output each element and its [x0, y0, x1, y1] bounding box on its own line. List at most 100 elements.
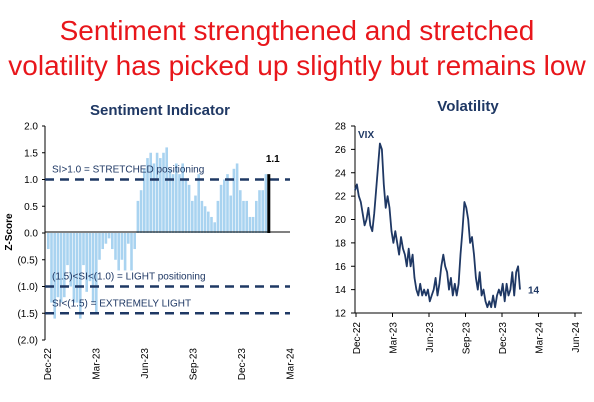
- volatility-y-tick-label: 26: [335, 145, 347, 156]
- volatility-x-tick-label: Dec-23: [498, 322, 509, 355]
- sentiment-bar: [197, 174, 200, 233]
- volatility-y-tick-label: 16: [335, 262, 347, 273]
- volatility-y-tick-label: 22: [335, 192, 347, 203]
- sentiment-bar: [75, 233, 79, 303]
- volatility-y-tick-label: 12: [335, 309, 347, 320]
- sentiment-bar: [136, 200, 140, 233]
- sentiment-bar: [181, 163, 184, 233]
- sentiment-bar: [104, 233, 108, 244]
- sentiment-bar: [191, 200, 194, 233]
- sentiment-bar: [207, 211, 210, 233]
- sentiment-bar: [184, 179, 188, 233]
- sentiment-bar: [63, 233, 66, 298]
- volatility-x-tick-label: Dec-22: [352, 322, 363, 355]
- sentiment-bar: [59, 233, 63, 303]
- sentiment-latest-label: 1.1: [266, 154, 280, 165]
- sentiment-bar: [85, 233, 88, 292]
- sentiment-bar: [72, 233, 76, 303]
- sentiment-bar: [101, 233, 104, 250]
- sentiment-bar: [187, 184, 191, 233]
- sentiment-bar: [200, 200, 204, 233]
- sentiment-bar: [130, 233, 133, 271]
- sentiment-bar: [114, 233, 117, 260]
- sentiment-bar: [91, 233, 95, 303]
- headline-line-1: Sentiment strengthened and stretched: [59, 15, 535, 46]
- volatility-x-ticks: Dec-22 Mar-23 Jun-23 Sep-23 Dec-23 Mar-24 Jun-…: [352, 313, 582, 354]
- sentiment-x-tick-label: Sep-23: [189, 348, 200, 381]
- headline-line-2: volatility has picked up slightly but re…: [8, 50, 586, 81]
- volatility-x-tick-label: Mar-23: [389, 322, 400, 354]
- sentiment-bar: [47, 233, 50, 250]
- sentiment-y-tick-label: (0.5): [17, 255, 38, 266]
- sentiment-bar: [251, 216, 255, 233]
- sentiment-bar: [66, 233, 69, 266]
- sentiment-bar: [168, 168, 172, 233]
- sentiment-ylabel: Z-Score: [4, 213, 15, 251]
- sentiment-bar: [53, 233, 56, 319]
- sentiment-x-tick-label: Mar-23: [92, 348, 103, 380]
- sentiment-bar: [127, 233, 130, 244]
- sentiment-y-tick-label: 1.5: [24, 148, 38, 159]
- sentiment-bar: [235, 163, 239, 233]
- sentiment-bar: [219, 184, 223, 233]
- sentiment-bar: [216, 200, 220, 233]
- volatility-y-tick-label: 18: [335, 238, 347, 249]
- volatility-chart-title: Volatility: [437, 98, 499, 115]
- sentiment-y-ticks: 2.0 1.5 1.0 0.5 0.0 (0.5) (1.0) (1.5) (2.0): [17, 122, 45, 347]
- sentiment-bar: [123, 233, 127, 271]
- sentiment-bar: [98, 233, 101, 260]
- sentiment-x-tick-label: Dec-22: [43, 348, 54, 381]
- volatility-y-tick-label: 14: [335, 285, 347, 296]
- sentiment-y-tick-label: 1.0: [24, 175, 38, 186]
- sentiment-bar: [203, 206, 207, 233]
- sentiment-bar: [232, 168, 236, 233]
- sentiment-bar: [258, 190, 261, 233]
- sentiment-bar: [175, 163, 178, 233]
- sentiment-y-tick-label: 2.0: [24, 122, 38, 133]
- sentiment-bar: [82, 233, 85, 266]
- sentiment-bar: [50, 233, 53, 303]
- sentiment-bar: [239, 190, 242, 233]
- sentiment-bar: [139, 190, 143, 233]
- sentiment-bar: [162, 152, 165, 233]
- sentiment-bar: [146, 158, 149, 233]
- sentiment-bar: [79, 233, 82, 319]
- sentiment-bar: [171, 174, 175, 233]
- sentiment-bar: [107, 233, 111, 239]
- sentiment-bar: [69, 233, 72, 287]
- sentiment-y-tick-label: 0.0: [24, 229, 38, 240]
- sentiment-bar: [213, 222, 216, 233]
- sentiment-bar: [242, 200, 245, 233]
- sentiment-bar: [178, 174, 181, 233]
- vix-line: [354, 142, 521, 309]
- sentiment-bar: [56, 233, 60, 298]
- threshold-label: SI>1.0 = STRETCHED positioning: [52, 165, 204, 176]
- threshold-label: (1.5)<SI<(1.0) = LIGHT positioning: [52, 272, 206, 283]
- sentiment-y-tick-label: (1.0): [17, 282, 38, 293]
- sentiment-thresholds: SI>1.0 = STRETCHED positioning (1.5)<SI<(…: [45, 165, 290, 315]
- sentiment-bar: [155, 152, 159, 233]
- sentiment-y-tick-label: (1.5): [17, 309, 38, 320]
- volatility-y-tick-label: 24: [335, 168, 347, 179]
- sentiment-bar: [88, 233, 92, 282]
- sentiment-bar: [149, 152, 152, 233]
- sentiment-bar: [152, 163, 156, 233]
- sentiment-bar: [194, 195, 197, 233]
- sentiment-bar: [210, 216, 213, 233]
- volatility-x-tick-label: Jun-23: [425, 322, 436, 353]
- sentiment-bar: [264, 174, 268, 233]
- volatility-x-tick-label: Sep-23: [462, 322, 473, 355]
- sentiment-bar: [133, 233, 136, 250]
- sentiment-bar: [111, 233, 114, 250]
- sentiment-bar: [120, 233, 124, 260]
- sentiment-bar: [143, 168, 146, 233]
- sentiment-bar: [223, 179, 226, 233]
- sentiment-x-tick-label: Mar-24: [286, 348, 297, 380]
- sentiment-bar: [95, 233, 98, 314]
- sentiment-x-ticks: Dec-22 Mar-23 Jun-23 Sep-23 Dec-23 Mar-24: [43, 348, 297, 381]
- sentiment-chart-title: Sentiment Indicator: [90, 102, 230, 119]
- threshold-label: SI<(1.5) = EXTREMELY LIGHT: [52, 298, 191, 309]
- sentiment-bar: [165, 147, 168, 233]
- sentiment-bar: [248, 216, 252, 233]
